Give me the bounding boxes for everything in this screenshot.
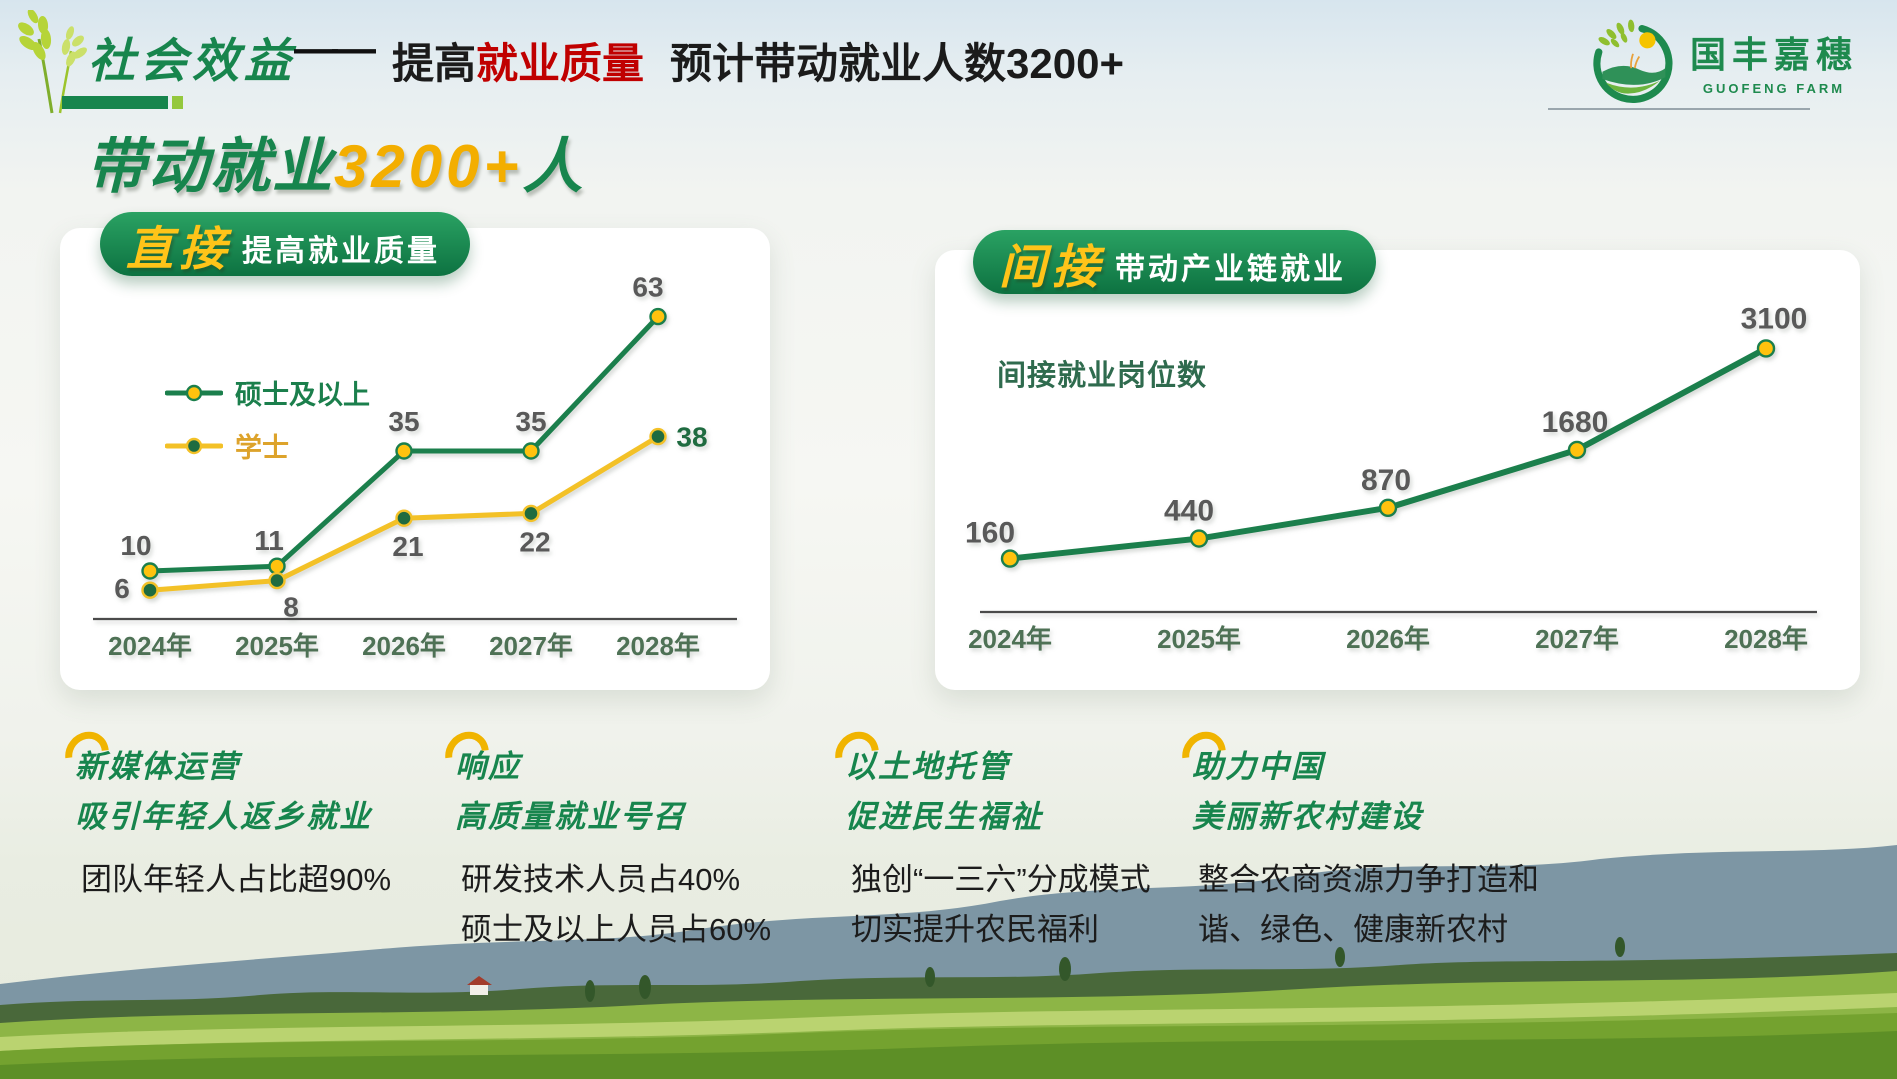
direct-badge-emphasis: 直接 xyxy=(126,221,232,275)
svg-text:2027年: 2027年 xyxy=(489,631,573,661)
indirect-badge-emphasis: 间接 xyxy=(999,239,1105,293)
subtitle-rest: 预计带动就业人数3200+ xyxy=(670,40,1124,87)
note-body-line: 切实提升农民福利 xyxy=(851,912,1099,947)
direct-employment-card: 直接 提高就业质量 硕士及以上 学士 2024年 2025年 2026年 2027年 2… xyxy=(60,212,770,690)
note-heading-line: 吸引年轻人返乡就业 xyxy=(75,799,372,834)
bachelors-line-swatch-icon xyxy=(165,437,223,454)
note-heading-line: 新媒体运营 xyxy=(75,749,240,784)
note-body-line: 研发技术人员占40% xyxy=(461,862,741,897)
note-heading-line: 促进民生福祉 xyxy=(845,799,1043,834)
svg-text:10: 10 xyxy=(120,530,151,561)
subtitle-plain: 提高 xyxy=(392,40,477,87)
svg-text:2025年: 2025年 xyxy=(235,631,319,661)
note-body: 团队年轻人占比超90% xyxy=(75,855,455,905)
note-beautiful-countryside: 助力中国 美丽新农村建设 整合农商资源力争打造和 谐、绿色、健康新农村 xyxy=(1173,722,1572,955)
headline-number: 3200+ xyxy=(334,133,523,200)
svg-text:3100: 3100 xyxy=(1741,302,1808,335)
svg-text:440: 440 xyxy=(1164,495,1214,528)
logo-subname: GUOFENG FARM xyxy=(1702,81,1846,96)
logo-divider xyxy=(1548,108,1810,110)
svg-text:2024年: 2024年 xyxy=(968,624,1052,654)
svg-text:2027年: 2027年 xyxy=(1535,624,1619,654)
svg-text:11: 11 xyxy=(254,525,284,556)
subtitle-highlight: 就业质量 xyxy=(476,40,645,87)
indirect-employment-line-chart: 2024年 2025年 2026年 2027年 2028年 160 440 870 1680 31… xyxy=(965,302,1817,654)
page-title: 社会效益 xyxy=(88,34,296,87)
legend-label-masters: 硕士及以上 xyxy=(235,380,370,410)
svg-text:2025年: 2025年 xyxy=(1157,624,1241,654)
headline-prefix: 带动就业 xyxy=(86,133,334,200)
svg-text:22: 22 xyxy=(519,526,550,557)
note-heading-line: 美丽新农村建设 xyxy=(1192,799,1423,834)
title-underline-accent xyxy=(172,96,183,109)
title-underline xyxy=(62,96,168,109)
legend-item-bachelors: 学士 xyxy=(165,426,370,465)
chart-legend: 硕士及以上 学士 xyxy=(165,373,370,465)
tree-icons xyxy=(585,937,1625,1002)
svg-text:2026年: 2026年 xyxy=(1346,624,1430,654)
header-subtitle: 提高就业质量 预计带动就业人数3200+ xyxy=(392,30,1124,91)
indirect-badge: 间接 带动产业链就业 xyxy=(973,230,1376,294)
note-body-line: 整合农商资源力争打造和 xyxy=(1198,862,1539,897)
note-heading: 响应 高质量就业号召 xyxy=(455,742,835,842)
indirect-employment-card: 间接 带动产业链就业 间接就业岗位数 2024年 2025年 2026年 2027年 2… xyxy=(935,230,1860,690)
note-heading-line: 助力中国 xyxy=(1192,749,1324,784)
legend-label-bachelors: 学士 xyxy=(235,433,289,463)
note-body-line: 团队年轻人占比超90% xyxy=(81,862,392,897)
company-logo: 国丰嘉穗 GUOFENG FARM xyxy=(1588,16,1858,106)
direct-badge: 直接 提高就业质量 xyxy=(100,212,470,276)
note-body: 整合农商资源力争打造和 谐、绿色、健康新农村 xyxy=(1192,855,1572,955)
svg-text:2028年: 2028年 xyxy=(1724,624,1808,654)
note-heading-line: 高质量就业号召 xyxy=(455,799,686,834)
note-new-media: 新媒体运营 吸引年轻人返乡就业 团队年轻人占比超90% xyxy=(56,722,455,905)
svg-text:160: 160 xyxy=(965,517,1015,550)
svg-text:35: 35 xyxy=(388,406,419,437)
farm-landscape-image xyxy=(0,845,1897,1079)
svg-text:6: 6 xyxy=(114,573,130,604)
note-body: 研发技术人员占40% 硕士及以上人员占60% xyxy=(455,855,835,955)
main-headline: 带动就业3200+人 xyxy=(86,118,585,205)
svg-text:1680: 1680 xyxy=(1542,406,1609,439)
note-high-quality-jobs: 响应 高质量就业号召 研发技术人员占40% 硕士及以上人员占60% xyxy=(436,722,835,955)
indirect-series-label: 间接就业岗位数 xyxy=(997,360,1208,392)
headline-suffix: 人 xyxy=(522,133,585,200)
note-heading-line: 以土地托管 xyxy=(845,749,1010,784)
note-land-trusteeship: 以土地托管 促进民生福祉 独创“一三六”分成模式 切实提升农民福利 xyxy=(826,722,1225,955)
masters-line-swatch-icon xyxy=(165,384,223,401)
note-heading: 以土地托管 促进民生福祉 xyxy=(845,742,1225,842)
svg-text:21: 21 xyxy=(392,531,423,562)
direct-employment-line-chart: 2024年 2025年 2026年 2027年 2028年 10 11 35 35 63 6 8 21 2… xyxy=(93,272,737,661)
note-heading-line: 响应 xyxy=(455,749,521,784)
note-body-line: 独创“一三六”分成模式 xyxy=(851,862,1151,897)
note-body-line: 硕士及以上人员占60% xyxy=(461,912,772,947)
note-body: 独创“一三六”分成模式 切实提升农民福利 xyxy=(845,855,1225,955)
svg-text:38: 38 xyxy=(676,422,707,453)
svg-text:2026年: 2026年 xyxy=(362,631,446,661)
svg-text:35: 35 xyxy=(515,406,546,437)
note-heading: 助力中国 美丽新农村建设 xyxy=(1192,742,1572,842)
svg-text:63: 63 xyxy=(632,272,663,303)
note-body-line: 谐、绿色、健康新农村 xyxy=(1198,912,1508,947)
indirect-badge-text: 带动产业链就业 xyxy=(1115,253,1346,286)
svg-text:2024年: 2024年 xyxy=(108,631,192,661)
legend-item-masters: 硕士及以上 xyxy=(165,373,370,412)
wheat-icon xyxy=(18,10,87,114)
note-heading: 新媒体运营 吸引年轻人返乡就业 xyxy=(75,742,455,842)
title-dash: —— xyxy=(294,24,376,73)
svg-text:2028年: 2028年 xyxy=(616,631,700,661)
svg-text:8: 8 xyxy=(283,592,299,623)
logo-emblem-icon xyxy=(1593,19,1673,104)
direct-badge-text: 提高就业质量 xyxy=(242,235,440,268)
logo-name: 国丰嘉穗 xyxy=(1690,34,1859,75)
house-icon xyxy=(467,976,492,995)
svg-text:870: 870 xyxy=(1361,464,1411,497)
